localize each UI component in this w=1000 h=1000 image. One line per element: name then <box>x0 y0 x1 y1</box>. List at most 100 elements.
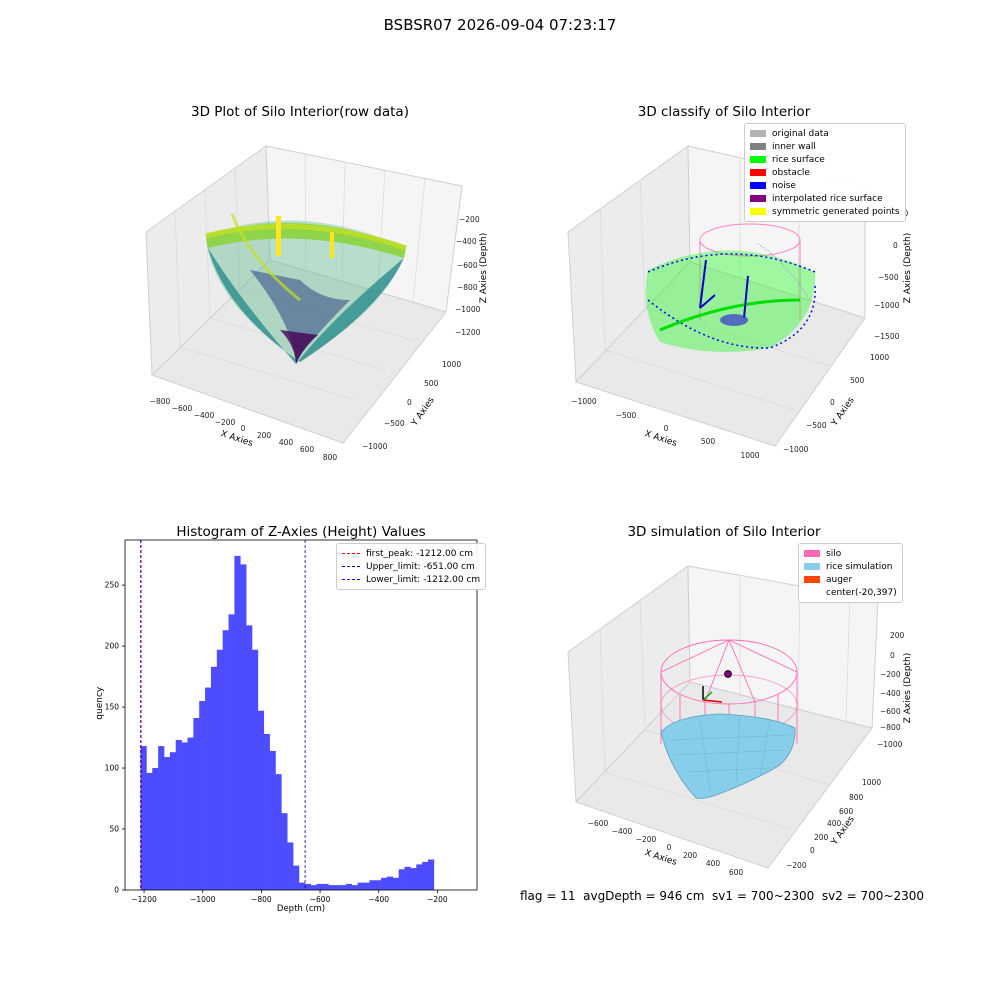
raw-xtick: 800 <box>323 453 338 462</box>
raw-xtick: 400 <box>279 438 294 447</box>
legend-line <box>342 553 360 554</box>
legend-item-center: center(-20,397) <box>804 586 897 599</box>
histogram-bar <box>351 885 358 890</box>
raw-x-label: X Axies <box>219 429 254 449</box>
classify-z-label: Z Axies (Depth) <box>903 233 913 304</box>
auger-marker <box>702 670 732 703</box>
histogram-xtick-label: −800 <box>251 895 272 904</box>
classify-x-label: X Axies <box>643 429 678 449</box>
histogram-bar <box>328 885 335 890</box>
histogram-xtick-label: −1000 <box>190 895 216 904</box>
histogram-bar <box>398 869 405 890</box>
legend-label: noise <box>772 180 796 191</box>
simulation-z-ticks: 200 0 −200 −400 −600 −800 −1000 <box>877 631 905 749</box>
legend-item-obstacle: obstacle <box>750 166 900 179</box>
legend-swatch <box>750 195 766 202</box>
histogram-frame <box>124 539 478 891</box>
histogram-ytick-label: 100 <box>105 764 120 773</box>
histogram-bar <box>269 750 276 890</box>
legend-label: auger <box>826 574 853 585</box>
classify-ztick: −1000 <box>874 301 900 310</box>
histogram-bar <box>281 813 288 890</box>
raw-xtick: 0 <box>241 424 246 433</box>
histogram-bar <box>257 710 265 890</box>
histogram-bar <box>298 882 306 890</box>
classify-ztick: −1500 <box>874 332 900 341</box>
histogram-x-ticks: −1200 −1000 −800 −600 −400 −200 <box>131 890 448 904</box>
classify-ytick: −500 <box>806 421 827 430</box>
raw-ytick: 500 <box>424 379 439 388</box>
raw-xtick: −600 <box>172 404 193 413</box>
histogram-bar <box>363 882 370 890</box>
histogram-bars <box>140 555 435 890</box>
classify-ytick: 0 <box>830 398 835 407</box>
legend-item-interpolated: interpolated rice surface <box>750 192 900 205</box>
histogram-ytick-label: 150 <box>105 703 120 712</box>
histogram-bar <box>322 883 329 890</box>
histogram-reference-lines <box>140 540 306 890</box>
histogram-bar <box>158 746 165 890</box>
simulation-ztick: 200 <box>890 631 905 640</box>
legend-swatch <box>750 143 766 150</box>
histogram-bar <box>375 880 382 890</box>
legend-swatch <box>804 550 820 557</box>
simulation-xtick: 200 <box>683 851 698 860</box>
simulation-xtick: −400 <box>612 827 633 836</box>
raw-ztick: −1000 <box>455 305 481 314</box>
simulation-ytick: 1000 <box>862 778 881 787</box>
histogram-bar <box>340 885 347 890</box>
legend-item-original-data: original data <box>750 127 900 140</box>
histogram-ytick-label: 200 <box>105 642 120 651</box>
classify-ytick: 500 <box>850 376 865 385</box>
legend-label: Upper_limit: -651.00 cm <box>366 561 475 572</box>
histogram-chart: −1200 −1000 −800 −600 −400 −200 0 50 100 150 200 2… <box>105 539 478 914</box>
histogram-bar <box>386 876 394 890</box>
histogram-bar <box>316 883 323 890</box>
histogram-bar <box>187 737 194 890</box>
legend-item-symmetric: symmetric generated points <box>750 205 900 218</box>
classify-xtick: −1000 <box>571 397 597 406</box>
simulation-ytick: 800 <box>849 793 864 802</box>
simulation-x-label: X Axies <box>643 848 678 868</box>
raw-xtick: −200 <box>215 418 236 427</box>
histogram-legend: first_peak: -1212.00 cm Upper_limit: -65… <box>336 543 487 590</box>
histogram-bar <box>381 877 388 890</box>
classify-plot-title: 3D classify of Silo Interior <box>637 104 811 120</box>
simulation-ytick: 200 <box>814 833 829 842</box>
histogram-bar <box>357 882 364 890</box>
classify-xtick: 500 <box>701 437 716 446</box>
classify-ztick: 0 <box>893 241 898 250</box>
simulation-plot-title: 3D simulation of Silo Interior <box>627 524 821 540</box>
histogram-bar <box>234 555 241 890</box>
legend-swatch <box>750 156 766 163</box>
simulation-ztick: −200 <box>880 670 901 679</box>
classify-xtick: 0 <box>664 424 669 433</box>
legend-item-first-peak: first_peak: -1212.00 cm <box>342 547 480 560</box>
legend-label: obstacle <box>772 167 810 178</box>
raw-xtick: −400 <box>194 411 215 420</box>
simulation-ztick: 0 <box>890 651 895 660</box>
legend-swatch <box>750 130 766 137</box>
histogram-title: Histogram of Z-Axies (Height) Values <box>176 524 426 540</box>
legend-item-upper-limit: Upper_limit: -651.00 cm <box>342 560 480 573</box>
simulation-ztick: −800 <box>880 723 901 732</box>
raw-plot-title: 3D Plot of Silo Interior(row data) <box>191 104 409 120</box>
legend-swatch <box>804 563 820 570</box>
legend-label: inner wall <box>772 141 816 152</box>
simulation-xtick: 600 <box>729 868 744 877</box>
histogram-bar <box>416 864 423 890</box>
legend-item-auger: auger <box>804 573 897 586</box>
raw-z-label: Z Axies (Depth) <box>479 233 489 304</box>
simulation-xtick: 0 <box>667 843 672 852</box>
histogram-bar <box>193 718 200 890</box>
simulation-3d-plot: −600 −400 −200 0 200 400 600 X Axies 100… <box>567 565 913 877</box>
legend-item-lower-limit: Lower_limit: -1212.00 cm <box>342 573 480 586</box>
raw-xtick: 200 <box>257 431 272 440</box>
histogram-bar <box>410 868 417 890</box>
histogram-bar <box>228 614 235 890</box>
histogram-bar <box>310 885 317 890</box>
classify-y-ticks: 1000 500 0 −500 −1000 <box>783 353 889 454</box>
histogram-bar <box>422 861 429 890</box>
raw-ztick: −400 <box>456 237 477 246</box>
histogram-ytick-label: 0 <box>114 886 119 895</box>
